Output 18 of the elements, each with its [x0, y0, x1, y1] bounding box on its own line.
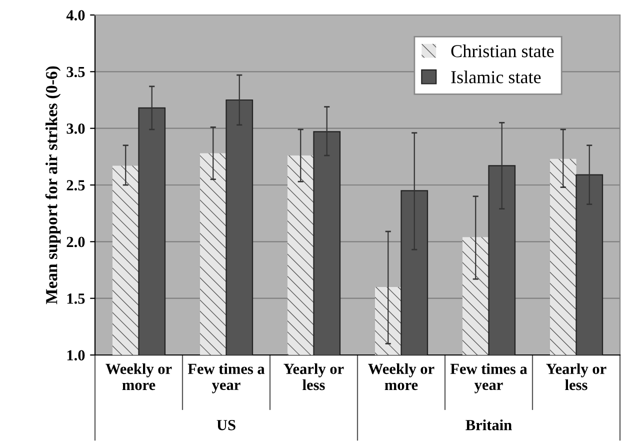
y-tick-label: 3.5: [66, 66, 85, 78]
y-tick-label: 3.0: [66, 123, 85, 134]
text: US: [216, 420, 236, 430]
y-tick-label: 2.5: [66, 180, 85, 191]
y-axis-title: Mean support for air strikes (0-6): [45, 66, 61, 304]
x-tick-label: Few times a year: [188, 363, 265, 394]
y-tick-label: 4.0: [66, 10, 85, 21]
y-tick-label: 1.5: [67, 294, 85, 304]
x-tick-label: Yearly or less: [284, 363, 344, 390]
x-tick-label: Yearly or less: [546, 363, 606, 390]
x-tick-label: Few times a year: [450, 363, 528, 394]
text: Britain: [466, 419, 512, 430]
legend-label: Islamic state: [451, 70, 541, 84]
legend-label: Christian state: [451, 44, 554, 58]
x-tick-label: Weekly or more: [106, 363, 172, 390]
y-tick-label: 1.0: [67, 350, 85, 361]
x-tick-label: Weekly or more: [368, 363, 434, 390]
y-tick-label: 2.0: [66, 236, 85, 248]
